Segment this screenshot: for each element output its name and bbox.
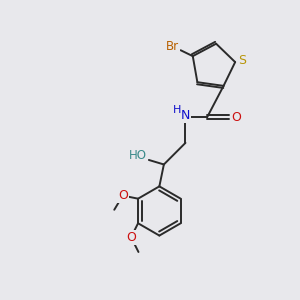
Text: N: N xyxy=(181,110,190,122)
Text: H: H xyxy=(173,105,181,115)
Text: S: S xyxy=(238,54,246,67)
Text: HO: HO xyxy=(129,149,147,162)
Text: O: O xyxy=(118,189,128,202)
Text: O: O xyxy=(231,111,241,124)
Text: Br: Br xyxy=(166,40,179,53)
Text: O: O xyxy=(126,231,136,244)
